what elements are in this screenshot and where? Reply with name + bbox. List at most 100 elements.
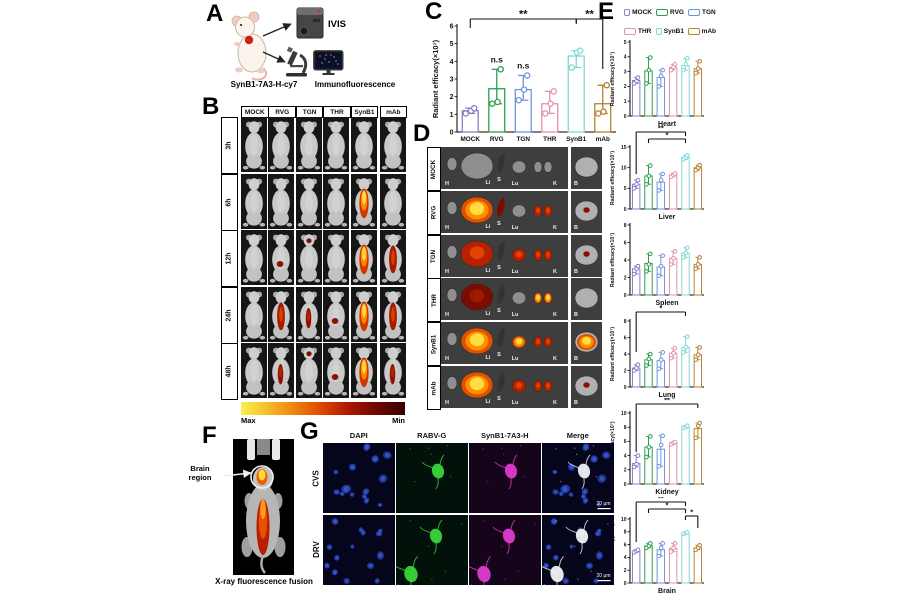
svg-text:2: 2 — [450, 94, 454, 101]
svg-text:Lu: Lu — [512, 312, 519, 318]
svg-text:8: 8 — [624, 319, 627, 325]
legend-item-THR: THR — [624, 28, 652, 35]
svg-text:4: 4 — [624, 352, 627, 358]
svg-text:B: B — [574, 400, 578, 406]
panel-b-cell-3h-RVG — [268, 117, 295, 172]
panel-b-cell-3h-THR — [323, 117, 350, 172]
svg-text:K: K — [553, 225, 557, 231]
svg-text:6: 6 — [624, 335, 627, 341]
svg-text:6: 6 — [624, 439, 627, 445]
svg-text:10: 10 — [621, 517, 627, 523]
svg-text:1: 1 — [450, 112, 454, 119]
panel-d-brain-THR: B — [571, 278, 602, 321]
legend-swatch — [688, 28, 700, 35]
monitor-icon — [313, 50, 344, 75]
panel-b-cell-12h-THR — [323, 230, 350, 285]
panel-d-organs-SynB1: H Li S Lu K — [441, 322, 568, 365]
brain-region-annotation: Brain region — [188, 464, 212, 483]
panel-d-organs-RVG: H Li S Lu K — [441, 190, 568, 233]
legend-swatch — [656, 9, 668, 16]
svg-text:10: 10 — [621, 411, 627, 417]
panel-g-row-label-DRV: DRV — [312, 541, 321, 558]
svg-text:5: 5 — [450, 41, 454, 48]
panel-d-brain-RVG: B — [571, 190, 602, 233]
svg-text:H: H — [445, 225, 449, 231]
svg-text:**: ** — [658, 126, 664, 133]
panel-b-cell-3h-SynB1 — [350, 117, 377, 172]
svg-text:H: H — [445, 400, 449, 406]
panel-d-row-label-THR: THR — [427, 278, 441, 323]
panel-g-cell-DRV-Merge: 20 μm — [542, 514, 614, 585]
svg-text:K: K — [553, 269, 557, 275]
svg-text:mAb: mAb — [596, 136, 610, 143]
svg-text:6: 6 — [624, 240, 627, 246]
svg-text:B: B — [574, 312, 578, 318]
chart-c: 0 1 2 3 4 5 6 Radiant efficacy(×10⁷) n.s n.s ** ** M… — [428, 0, 622, 147]
svg-text:**: ** — [585, 9, 594, 21]
panel-g-col-header-SynB1-7A3-H: SynB1-7A3-H — [480, 431, 529, 440]
panel-b-row-label-3h: 3h — [221, 117, 238, 174]
panel-g-row-label-CVS: CVS — [312, 469, 322, 487]
svg-text:*: * — [666, 131, 669, 140]
svg-text:2: 2 — [624, 275, 627, 281]
svg-text:0: 0 — [624, 385, 627, 391]
ivis-device-icon — [296, 7, 324, 39]
svg-text:Li: Li — [486, 355, 491, 361]
legend-label: SynB1 — [663, 28, 684, 35]
panel-b-cell-6h-SynB1 — [350, 173, 377, 229]
svg-text:2: 2 — [624, 468, 627, 474]
panel-g-col-header-Merge: Merge — [566, 431, 589, 440]
svg-text:0: 0 — [624, 482, 627, 488]
panel-b-cell-24h-THR — [323, 286, 350, 342]
legend-label: MOCK — [632, 9, 652, 16]
svg-text:Radiant efficacy(×10⁷): Radiant efficacy(×10⁷) — [610, 327, 616, 381]
svg-text:SynB1: SynB1 — [566, 136, 586, 143]
svg-text:S: S — [497, 352, 501, 358]
svg-text:K: K — [553, 312, 557, 318]
svg-text:2: 2 — [624, 568, 627, 574]
svg-text:0: 0 — [624, 114, 627, 120]
panel-b-cell-24h-TGN — [295, 286, 322, 342]
colorbar-max-label: Max — [241, 416, 256, 425]
svg-text:6: 6 — [624, 542, 627, 548]
panel-b-cell-12h-SynB1 — [350, 230, 377, 285]
svg-text:Brain: Brain — [658, 588, 676, 595]
panel-b-cell-12h-TGN — [295, 230, 322, 285]
svg-text:H: H — [445, 312, 449, 318]
legend-label: TGN — [702, 9, 716, 16]
svg-text:8: 8 — [624, 530, 627, 536]
panel-d-organs-THR: H Li S Lu K — [441, 278, 568, 321]
probe-label: SynB1-7A3-H-cy7 — [230, 80, 298, 89]
svg-text:RVG: RVG — [490, 136, 504, 143]
panel-d-brain-TGN: B — [571, 234, 602, 277]
panel-b-cell-24h-mAb — [379, 286, 406, 342]
legend-row: THR SynB1 mAb — [624, 28, 716, 35]
legend-swatch — [624, 28, 636, 35]
svg-text:**: ** — [519, 9, 528, 21]
brain-region-arrow-icon — [222, 469, 252, 478]
panel-d-row-label-TGN: TGN — [427, 234, 441, 279]
panel-b-row-label-48h: 48h — [221, 343, 238, 400]
svg-text:2: 2 — [624, 84, 627, 90]
svg-text:Radiant efficacy(×10⁷): Radiant efficacy(×10⁷) — [610, 52, 616, 106]
panel-g-cell-DRV-RABV-G — [396, 514, 468, 585]
panel-b-cell-12h-MOCK — [241, 230, 267, 285]
legend-label: THR — [638, 28, 652, 35]
svg-text:Lung: Lung — [658, 392, 675, 399]
panel-d-row-label-SynB1: SynB1 — [427, 322, 441, 367]
svg-text:S: S — [497, 265, 501, 271]
svg-text:Lu: Lu — [512, 269, 519, 275]
svg-text:B: B — [574, 269, 578, 275]
panel-d-row-label-MOCK: MOCK — [427, 147, 441, 191]
panel-d-organs-MOCK: H Li S Lu K — [441, 147, 568, 189]
legend-item-mAb: mAb — [688, 28, 716, 35]
svg-text:n.s: n.s — [517, 60, 530, 70]
svg-text:Radiant efficacy(×10⁷): Radiant efficacy(×10⁷) — [610, 233, 616, 287]
svg-text:Lu: Lu — [512, 400, 519, 406]
svg-text:5: 5 — [624, 40, 627, 46]
svg-text:TGN: TGN — [517, 136, 531, 143]
panel-d-label: D — [413, 120, 431, 147]
svg-text:*: * — [659, 306, 662, 313]
legend-swatch — [688, 9, 700, 16]
